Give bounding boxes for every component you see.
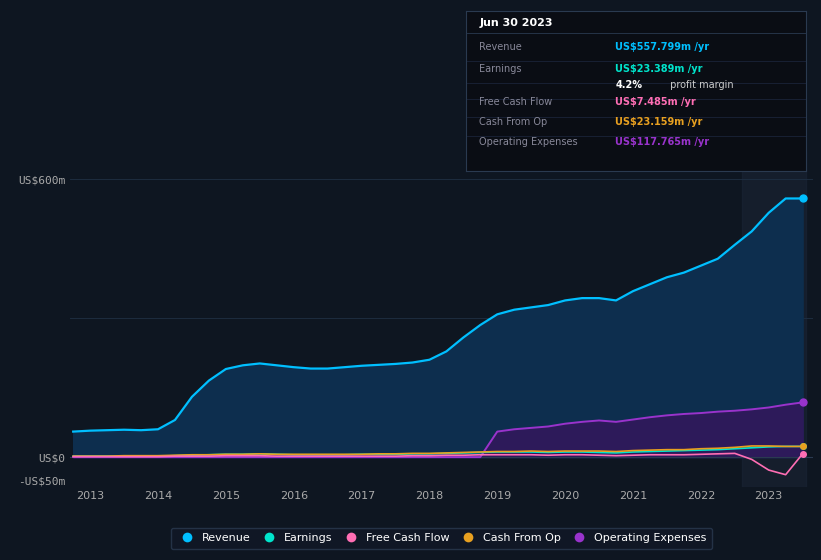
Text: US$7.485m /yr: US$7.485m /yr bbox=[616, 97, 696, 107]
Text: Jun 30 2023: Jun 30 2023 bbox=[479, 18, 553, 29]
Text: Cash From Op: Cash From Op bbox=[479, 117, 548, 127]
Text: Earnings: Earnings bbox=[479, 64, 521, 74]
Text: Free Cash Flow: Free Cash Flow bbox=[479, 97, 553, 107]
Text: US$117.765m /yr: US$117.765m /yr bbox=[616, 137, 709, 147]
Text: Operating Expenses: Operating Expenses bbox=[479, 137, 578, 147]
Text: 4.2%: 4.2% bbox=[616, 80, 642, 90]
Text: profit margin: profit margin bbox=[667, 80, 733, 90]
Text: US$23.159m /yr: US$23.159m /yr bbox=[616, 117, 703, 127]
Text: US$557.799m /yr: US$557.799m /yr bbox=[616, 42, 709, 52]
Text: Revenue: Revenue bbox=[479, 42, 522, 52]
Text: US$23.389m /yr: US$23.389m /yr bbox=[616, 64, 703, 74]
Bar bbox=[741, 151, 806, 487]
Legend: Revenue, Earnings, Free Cash Flow, Cash From Op, Operating Expenses: Revenue, Earnings, Free Cash Flow, Cash … bbox=[171, 528, 712, 549]
